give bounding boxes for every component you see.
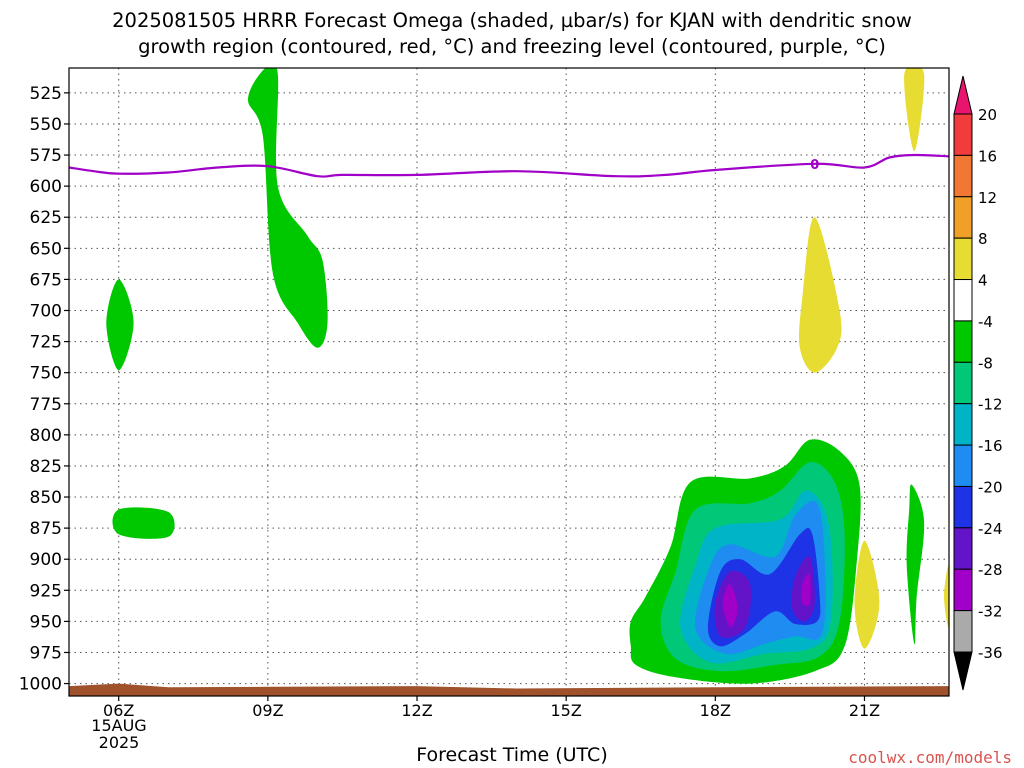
watermark-link[interactable]: coolwx.com/models: [848, 748, 1012, 767]
colorbar-box-11: [953, 568, 973, 612]
colorbar-box-7: [953, 403, 973, 446]
colorbar-label: 20: [978, 106, 997, 124]
x-tick-label-21Z: 21Z: [849, 701, 880, 720]
chart-title: 2025081505 HRRR Forecast Omega (shaded, …: [0, 8, 1024, 60]
freezing-level-line: [69, 153, 949, 178]
y-tick-label-725: 725: [30, 333, 62, 353]
contour-layer: 0: [69, 153, 949, 178]
colorbar-label: -12: [978, 396, 1003, 414]
colorbar-label: 16: [978, 147, 997, 165]
y-tick-label-925: 925: [30, 581, 62, 601]
omega-shaded-region-16: [801, 573, 811, 606]
date-day-label: 15AUG: [91, 716, 147, 735]
y-tick-label-950: 950: [30, 612, 62, 632]
colorbar-box-3: [953, 237, 973, 281]
y-tick-label-975: 975: [30, 643, 62, 663]
pressure-axis: 525 550 575 600 625 650 675 700 725 750 775 800 825 8…: [19, 84, 69, 695]
y-tick-label-700: 700: [30, 301, 62, 321]
colorbar-box-0: [953, 113, 973, 156]
x-tick-label-15Z: 15Z: [551, 701, 582, 720]
omega-shaded-region-2: [112, 507, 175, 539]
omega-shaded-region-7: [944, 564, 949, 629]
y-tick-label-750: 750: [30, 364, 62, 384]
colorbar-box-4: [953, 279, 973, 322]
chart-title-line1: 2025081505 HRRR Forecast Omega (shaded, …: [112, 9, 912, 32]
colorbar-box-1: [953, 154, 973, 198]
y-tick-label-550: 550: [30, 115, 62, 135]
y-tick-label-850: 850: [30, 488, 62, 508]
colorbar-label: -28: [978, 561, 1003, 579]
y-tick-label-525: 525: [30, 84, 62, 104]
plot-frame: [68, 67, 950, 697]
y-tick-label-675: 675: [30, 270, 62, 290]
colorbar-label: 8: [978, 230, 988, 248]
x-tick-label-09Z: 09Z: [252, 701, 283, 720]
surface-terrain: [69, 683, 949, 696]
colorbar-label: -8: [978, 354, 993, 372]
shaded-omega-layer: [69, 68, 949, 696]
chart-title-line2: growth region (contoured, red, °C) and f…: [138, 35, 886, 58]
x-tick-label-12Z: 12Z: [401, 701, 432, 720]
freezing-level-label: 0: [810, 158, 819, 173]
omega-shaded-region-1: [106, 279, 134, 371]
colorbar-label: -24: [978, 520, 1003, 538]
colorbar-box-10: [953, 527, 973, 570]
colorbar-label: -32: [978, 603, 1003, 621]
colorbar-label: -36: [978, 644, 1003, 662]
x-date-label: 15AUG 2025: [79, 717, 159, 751]
colorbar-label: 12: [978, 189, 997, 207]
colorbar: 20 16 12 8 4 -4 -8 -12 -16 -20 -24 -28 -32 -36: [953, 75, 1003, 691]
time-axis: 06Z 09Z 12Z 15Z 18Z 21Z: [103, 696, 880, 720]
y-tick-label-900: 900: [30, 550, 62, 570]
y-tick-label-825: 825: [30, 457, 62, 477]
x-tick-label-06Z: 06Z: [103, 701, 134, 720]
colorbar-label: -4: [978, 313, 993, 331]
y-tick-label-650: 650: [30, 239, 62, 259]
colorbar-label: -20: [978, 478, 1003, 496]
omega-shaded-region-0: [247, 68, 328, 348]
omega-shaded-region-3: [798, 217, 842, 373]
colorbar-box-8: [953, 444, 973, 487]
colorbar-box-2: [953, 196, 973, 239]
omega-shaded-region-15: [722, 584, 738, 628]
colorbar-label: -16: [978, 437, 1003, 455]
colorbar-label: 4: [978, 272, 988, 290]
y-tick-label-575: 575: [30, 146, 62, 166]
y-tick-label-625: 625: [30, 208, 62, 228]
y-tick-label-1000: 1000: [19, 675, 62, 695]
x-axis-title: Forecast Time (UTC): [416, 744, 608, 766]
colorbar-box-12: [953, 610, 973, 653]
y-tick-label-800: 800: [30, 426, 62, 446]
x-tick-label-18Z: 18Z: [700, 701, 731, 720]
colorbar-top-arrow: [953, 75, 973, 115]
omega-shaded-region-6: [906, 484, 925, 645]
y-tick-label-600: 600: [30, 177, 62, 197]
date-year-label: 2025: [98, 733, 140, 752]
colorbar-box-5: [953, 320, 973, 363]
colorbar-bottom-arrow: [953, 651, 973, 691]
omega-shaded-region-4: [904, 68, 925, 152]
colorbar-box-6: [953, 361, 973, 405]
y-tick-label-775: 775: [30, 395, 62, 415]
y-tick-label-875: 875: [30, 519, 62, 539]
omega-shaded-region-5: [854, 540, 880, 649]
colorbar-box-9: [953, 485, 973, 529]
